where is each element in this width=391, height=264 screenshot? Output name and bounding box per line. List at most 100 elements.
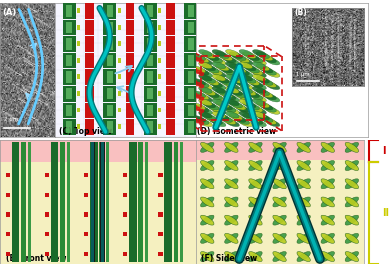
- Ellipse shape: [297, 197, 310, 207]
- Circle shape: [186, 64, 190, 67]
- Bar: [6, 173, 10, 177]
- Bar: [66, 88, 72, 100]
- Bar: [184, 119, 197, 135]
- Bar: [103, 69, 116, 85]
- Bar: [167, 53, 174, 68]
- Ellipse shape: [273, 197, 286, 207]
- Ellipse shape: [321, 142, 334, 152]
- Circle shape: [189, 78, 193, 81]
- Ellipse shape: [236, 68, 249, 75]
- Ellipse shape: [253, 99, 266, 106]
- Bar: [167, 36, 174, 52]
- Ellipse shape: [206, 79, 219, 85]
- Bar: [101, 142, 104, 262]
- Ellipse shape: [219, 54, 233, 61]
- Ellipse shape: [321, 252, 334, 262]
- Bar: [45, 232, 49, 237]
- Ellipse shape: [209, 118, 222, 125]
- Ellipse shape: [239, 50, 253, 56]
- Circle shape: [199, 85, 204, 88]
- Bar: [147, 88, 153, 100]
- Ellipse shape: [345, 233, 359, 243]
- Ellipse shape: [297, 233, 310, 243]
- Bar: [188, 105, 194, 116]
- Ellipse shape: [225, 215, 238, 225]
- Bar: [51, 142, 59, 262]
- Ellipse shape: [246, 54, 260, 61]
- Ellipse shape: [209, 56, 222, 63]
- Bar: [188, 121, 194, 133]
- Ellipse shape: [219, 116, 233, 122]
- Bar: [118, 91, 121, 96]
- Ellipse shape: [249, 105, 263, 112]
- Bar: [85, 102, 93, 118]
- Ellipse shape: [212, 58, 226, 65]
- Bar: [184, 69, 197, 85]
- Ellipse shape: [226, 50, 239, 56]
- Bar: [91, 142, 95, 262]
- Bar: [45, 252, 49, 256]
- Ellipse shape: [225, 179, 238, 189]
- Bar: [103, 36, 116, 52]
- Circle shape: [186, 88, 190, 92]
- Bar: [77, 41, 80, 46]
- Circle shape: [193, 117, 197, 121]
- Ellipse shape: [201, 197, 214, 207]
- Bar: [188, 5, 194, 17]
- Ellipse shape: [206, 103, 219, 110]
- Ellipse shape: [225, 161, 238, 171]
- Ellipse shape: [202, 89, 215, 96]
- Ellipse shape: [196, 56, 209, 63]
- Ellipse shape: [215, 77, 229, 83]
- Ellipse shape: [199, 70, 212, 77]
- Bar: [158, 41, 161, 46]
- Bar: [188, 55, 194, 67]
- Ellipse shape: [201, 197, 214, 207]
- Ellipse shape: [226, 83, 239, 89]
- Ellipse shape: [202, 77, 215, 83]
- Bar: [167, 20, 174, 35]
- Bar: [85, 3, 93, 19]
- Bar: [129, 142, 137, 262]
- Circle shape: [196, 120, 200, 123]
- Bar: [45, 192, 49, 197]
- Bar: [123, 252, 127, 256]
- Ellipse shape: [201, 233, 214, 243]
- Ellipse shape: [321, 233, 334, 243]
- Ellipse shape: [199, 58, 212, 65]
- Bar: [85, 86, 93, 101]
- Ellipse shape: [259, 54, 273, 61]
- Bar: [184, 3, 197, 19]
- Bar: [99, 142, 104, 262]
- Bar: [147, 5, 153, 17]
- Text: I: I: [382, 146, 386, 156]
- Ellipse shape: [297, 161, 310, 171]
- Ellipse shape: [202, 52, 215, 59]
- Ellipse shape: [256, 101, 269, 108]
- Ellipse shape: [215, 89, 229, 96]
- Bar: [144, 20, 157, 35]
- Ellipse shape: [226, 58, 239, 65]
- Bar: [158, 192, 163, 197]
- Ellipse shape: [266, 120, 280, 127]
- Ellipse shape: [249, 252, 262, 262]
- Ellipse shape: [225, 233, 238, 243]
- Ellipse shape: [236, 81, 249, 87]
- Bar: [184, 20, 197, 35]
- Bar: [199, 8, 202, 13]
- Ellipse shape: [266, 70, 280, 77]
- Ellipse shape: [273, 161, 286, 171]
- Bar: [167, 69, 174, 85]
- Ellipse shape: [345, 252, 359, 262]
- Bar: [126, 86, 134, 101]
- Bar: [106, 88, 113, 100]
- Bar: [103, 3, 116, 19]
- Ellipse shape: [192, 54, 206, 61]
- Bar: [126, 3, 134, 19]
- Bar: [158, 58, 161, 63]
- Ellipse shape: [297, 179, 310, 189]
- Bar: [158, 74, 161, 79]
- Bar: [144, 69, 157, 85]
- Text: II: II: [382, 208, 389, 218]
- Bar: [144, 3, 157, 19]
